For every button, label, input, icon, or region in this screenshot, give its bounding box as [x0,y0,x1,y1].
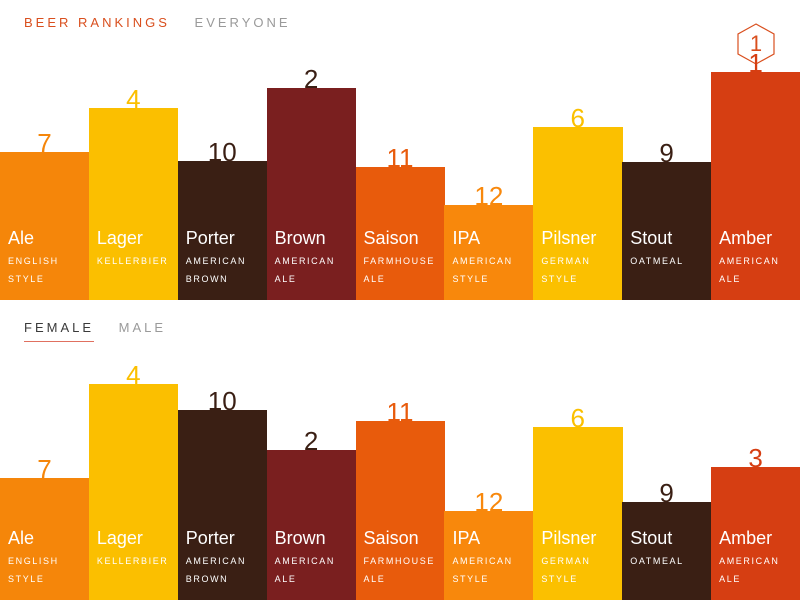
page-title: BEER RANKINGS [24,15,170,30]
bar-category-label: IPA [452,528,481,548]
bar-style-label: AMERICAN [185,256,247,266]
bar-chart-female: 7 Ale ENGLISH STYLE 4 Lager KELLERBIER 10 Porter… [0,340,800,600]
bar-category-label: Porter [185,228,235,248]
bar-amber[interactable] [711,467,800,600]
rank-badge: 1 [736,22,776,66]
bar-stout[interactable] [622,162,712,300]
bar-category-label: IPA [452,228,481,248]
bar-style-label: BROWN [185,274,229,284]
bar-rank-label: 7 [37,128,52,158]
bar-category-label: Porter [185,528,235,548]
bar-style-label: AMERICAN [719,256,780,266]
bar-rank-label: 7 [37,454,52,484]
bar-rank-label: 9 [659,478,674,508]
bar-category-label: Amber [719,528,773,548]
bar-style-label: AMERICAN [452,556,513,566]
bar-category-label: Stout [630,528,673,548]
bar-style-label: ENGLISH [8,256,59,266]
bar-rank-label: 11 [386,397,414,427]
bar-saison[interactable] [355,167,445,300]
bar-rank-label: 12 [474,181,504,211]
bar-style-label: ALE [363,574,386,584]
bar-category-label: Saison [363,228,419,248]
bar-brown[interactable] [266,88,357,300]
bar-category-label: Brown [274,228,326,248]
bar-style-label: ALE [274,274,297,284]
bar-rank-label: 6 [570,403,585,433]
bar-style-label: AMERICAN [719,556,780,566]
bar-rank-label: 1 [748,48,763,78]
bar-pilsner[interactable] [533,427,623,600]
bar-style-label: STYLE [8,574,45,584]
bar-style-label: AMERICAN [452,256,513,266]
bar-style-label: OATMEAL [630,556,684,566]
bar-style-label: ALE [719,574,741,584]
bar-brown[interactable] [266,450,357,600]
bar-pilsner[interactable] [533,127,623,300]
bar-style-label: BROWN [185,574,229,584]
bar-style-label: GERMAN [541,556,591,566]
bar-rank-label: 10 [207,386,237,416]
bar-category-label: Brown [274,528,326,548]
bar-style-label: STYLE [541,574,578,584]
bar-style-label: ALE [274,574,297,584]
bar-style-label: ALE [719,274,741,284]
bar-chart-everyone: 7 Ale ENGLISH STYLE 4 Lager KELLERBIER 10 Porter… [0,40,800,300]
bar-style-label: STYLE [541,274,578,284]
bar-category-label: Ale [8,228,35,248]
bar-style-label: STYLE [8,274,45,284]
bar-rank-label: 4 [126,84,141,114]
bar-rank-label: 11 [386,143,414,173]
bar-amber[interactable] [711,72,800,300]
bar-lager[interactable] [88,384,179,600]
bar-rank-label: 2 [303,426,319,456]
scope-filter-everyone[interactable]: EVERYONE [194,15,291,30]
hexagon-icon [737,23,775,65]
bar-rank-label: 2 [303,64,319,94]
bar-category-label: Ale [8,528,35,548]
bar-ipa[interactable] [444,511,534,600]
bar-style-label: AMERICAN [274,556,335,566]
bar-category-label: Stout [630,228,673,248]
bar-lager[interactable] [88,108,179,300]
bar-rank-label: 12 [474,487,504,517]
bar-rank-label: 9 [659,138,674,168]
bar-style-label: KELLERBIER [96,556,169,566]
bar-ipa[interactable] [444,205,534,300]
bar-stout[interactable] [622,502,712,600]
bar-style-label: KELLERBIER [96,256,169,266]
tab-male[interactable]: MALE [118,320,167,335]
bar-category-label: Pilsner [541,528,597,548]
chart-header: BEER RANKINGS EVERYONE [24,15,291,30]
bar-style-label: ALE [363,274,386,284]
bar-category-label: Lager [96,228,143,248]
bar-style-label: STYLE [452,574,489,584]
bar-style-label: STYLE [452,274,489,284]
bar-style-label: ENGLISH [8,556,59,566]
bar-style-label: GERMAN [541,256,591,266]
rank-badge-number: 1 [749,31,763,56]
bar-rank-label: 10 [207,137,237,167]
gender-tabs: FEMALE MALE [24,320,166,342]
bar-rank-label: 4 [126,360,141,390]
bar-category-label: Pilsner [541,228,597,248]
bar-style-label: OATMEAL [630,256,684,266]
bar-porter[interactable] [177,161,268,300]
bar-category-label: Amber [719,228,773,248]
bar-ale[interactable] [0,478,90,600]
bar-style-label: FARMHOUSE [363,256,435,266]
bar-rank-label: 3 [748,443,763,473]
bar-style-label: AMERICAN [274,256,335,266]
bar-category-label: Lager [96,528,143,548]
bar-style-label: AMERICAN [185,556,247,566]
bar-saison[interactable] [355,421,445,600]
bar-rank-label: 6 [570,103,585,133]
bar-porter[interactable] [177,410,268,600]
bar-category-label: Saison [363,528,419,548]
bar-style-label: FARMHOUSE [363,556,435,566]
tab-female[interactable]: FEMALE [24,320,95,342]
bar-ale[interactable] [0,152,90,300]
